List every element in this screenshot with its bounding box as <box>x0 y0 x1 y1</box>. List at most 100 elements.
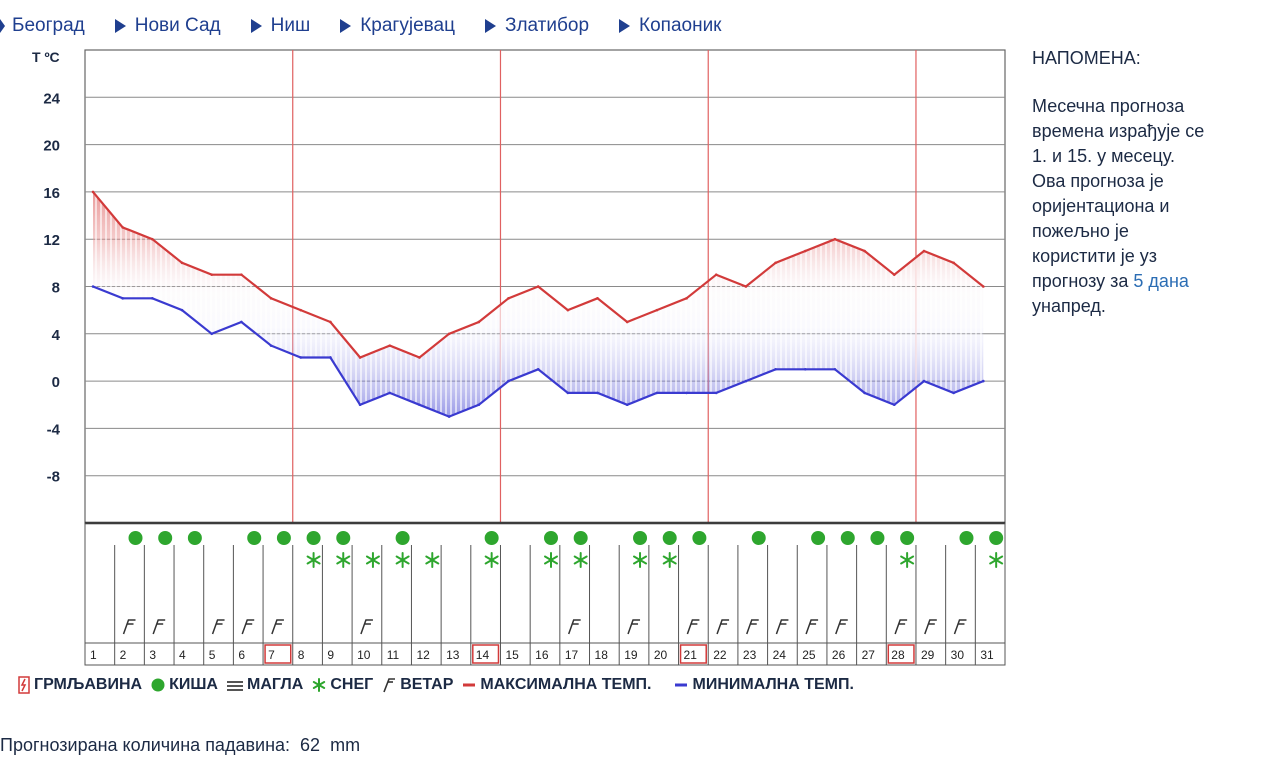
day-label: 28 <box>891 648 905 662</box>
rain-symbol <box>840 531 855 545</box>
legend-rain: КИША <box>151 676 218 694</box>
max-temp-line-icon <box>463 683 476 687</box>
max-temp-point <box>536 285 540 288</box>
day-label: 5 <box>209 648 216 662</box>
rain-symbol <box>484 531 499 545</box>
note-line: времена израђује се <box>1032 121 1205 141</box>
thunder-icon <box>18 676 30 694</box>
day-label: 8 <box>298 648 305 662</box>
wind-symbol <box>835 619 848 635</box>
arrow-icon <box>340 19 352 33</box>
wind-symbol <box>953 619 967 635</box>
min-temp-point <box>388 391 392 395</box>
min-temp-point <box>91 285 95 288</box>
nav-link-nis[interactable]: Ниш <box>250 15 311 37</box>
rain-symbol <box>870 531 885 545</box>
wind-symbol <box>152 619 166 635</box>
week-day-highlight <box>679 644 707 664</box>
max-temp-point <box>329 320 332 324</box>
min-temp-point <box>210 332 214 336</box>
legend-max-temp: МАКСИМАЛНА ТЕМП. <box>462 676 651 694</box>
max-temp-point <box>714 273 718 276</box>
min-temp-point <box>477 403 481 407</box>
temperature-band-hatch <box>93 191 984 417</box>
min-temp-point <box>774 367 777 371</box>
min-temp-point <box>447 415 451 418</box>
max-temp-point <box>655 308 659 312</box>
wind-symbol <box>805 619 819 635</box>
note-line: Месечна прогноза <box>1032 96 1185 116</box>
rain-symbol <box>751 531 766 545</box>
nav-link-label: Златибор <box>504 15 590 36</box>
arrow-icon <box>0 19 5 33</box>
y-tick-label: 12 <box>43 232 60 249</box>
nav-link-kopaonik[interactable]: Копаоник <box>619 15 722 37</box>
max-temp-point <box>892 273 896 276</box>
snow-symbol <box>365 552 380 568</box>
note-highlight-link[interactable]: 5 дана <box>1133 271 1189 291</box>
max-temp-point <box>774 261 777 265</box>
wind-symbol <box>122 619 136 635</box>
rain-symbol <box>662 531 677 545</box>
symbol-strip <box>84 522 1006 666</box>
day-label: 16 <box>535 648 549 662</box>
chart-legend: ГРМЉАВИНА КИША МАГЛА СНЕГ ВЕТАР МАКСИМАЛ… <box>18 672 863 698</box>
max-temp-point <box>418 356 421 359</box>
wind-symbol <box>567 619 581 635</box>
arrow-icon <box>484 19 496 33</box>
snow-symbol <box>900 552 915 568</box>
legend-label: МАГЛА <box>246 676 304 693</box>
note-line-text: прогнозу за <box>1032 271 1129 291</box>
snow-symbol <box>425 552 440 568</box>
min-temp-point <box>803 367 807 371</box>
fog-icon <box>226 681 243 691</box>
max-temp-point <box>269 297 273 300</box>
note-panel: НАПОМЕНА: Месечна прогноза времена израђ… <box>1032 46 1272 319</box>
snow-symbol <box>544 552 558 568</box>
legend-snow: СНЕГ <box>312 676 373 694</box>
legend-fog: МАГЛА <box>226 676 304 694</box>
max-temp-point <box>240 273 243 276</box>
note-line: пожељно је <box>1032 221 1129 241</box>
nav-link-beograd[interactable]: Београд <box>0 15 85 37</box>
day-label: 3 <box>149 648 156 662</box>
rain-symbol <box>276 531 291 545</box>
legend-label: ГРМЉАВИНА <box>34 676 143 693</box>
rain-symbol <box>633 531 648 545</box>
snow-stroke <box>395 555 410 565</box>
min-temp-point <box>566 391 570 395</box>
max-temp-point <box>566 308 570 312</box>
nav-link-zlatibor[interactable]: Златибор <box>484 15 590 37</box>
max-temp-point <box>151 237 154 241</box>
min-temp-point <box>892 403 896 407</box>
min-temp-point <box>240 320 243 324</box>
max-temp-point <box>685 297 688 300</box>
nav-link-kragujevac[interactable]: Крагујевац <box>340 15 455 37</box>
nav-link-novi-sad[interactable]: Нови Сад <box>114 15 221 37</box>
city-nav: Београд Нови Сад Ниш Крагујевац Златибор… <box>0 12 752 40</box>
min-temp-point <box>180 308 184 312</box>
rain-symbol <box>811 531 826 545</box>
legend-thunder: ГРМЉАВИНА <box>18 676 142 694</box>
min-temp-point <box>358 403 362 407</box>
day-label: 30 <box>951 648 965 662</box>
snow-stroke <box>365 555 380 565</box>
y-axis-label: T ºC <box>32 49 60 65</box>
legend-label: СНЕГ <box>330 676 374 693</box>
snow-symbol <box>573 552 588 568</box>
legend-label: КИША <box>169 676 218 693</box>
wind-icon <box>383 678 396 693</box>
nav-link-label: Ниш <box>270 15 311 36</box>
max-temp-point <box>744 285 748 288</box>
wind-symbol <box>746 619 759 635</box>
snow-symbol <box>306 552 321 568</box>
rain-symbol <box>959 531 974 545</box>
day-label: 2 <box>120 648 127 662</box>
y-tick-label: -4 <box>47 421 61 438</box>
nav-link-label: Београд <box>12 15 85 36</box>
wind-symbol <box>627 619 641 635</box>
min-temp-point <box>685 391 688 395</box>
snow-symbol <box>336 552 351 568</box>
day-label: 9 <box>327 648 334 662</box>
